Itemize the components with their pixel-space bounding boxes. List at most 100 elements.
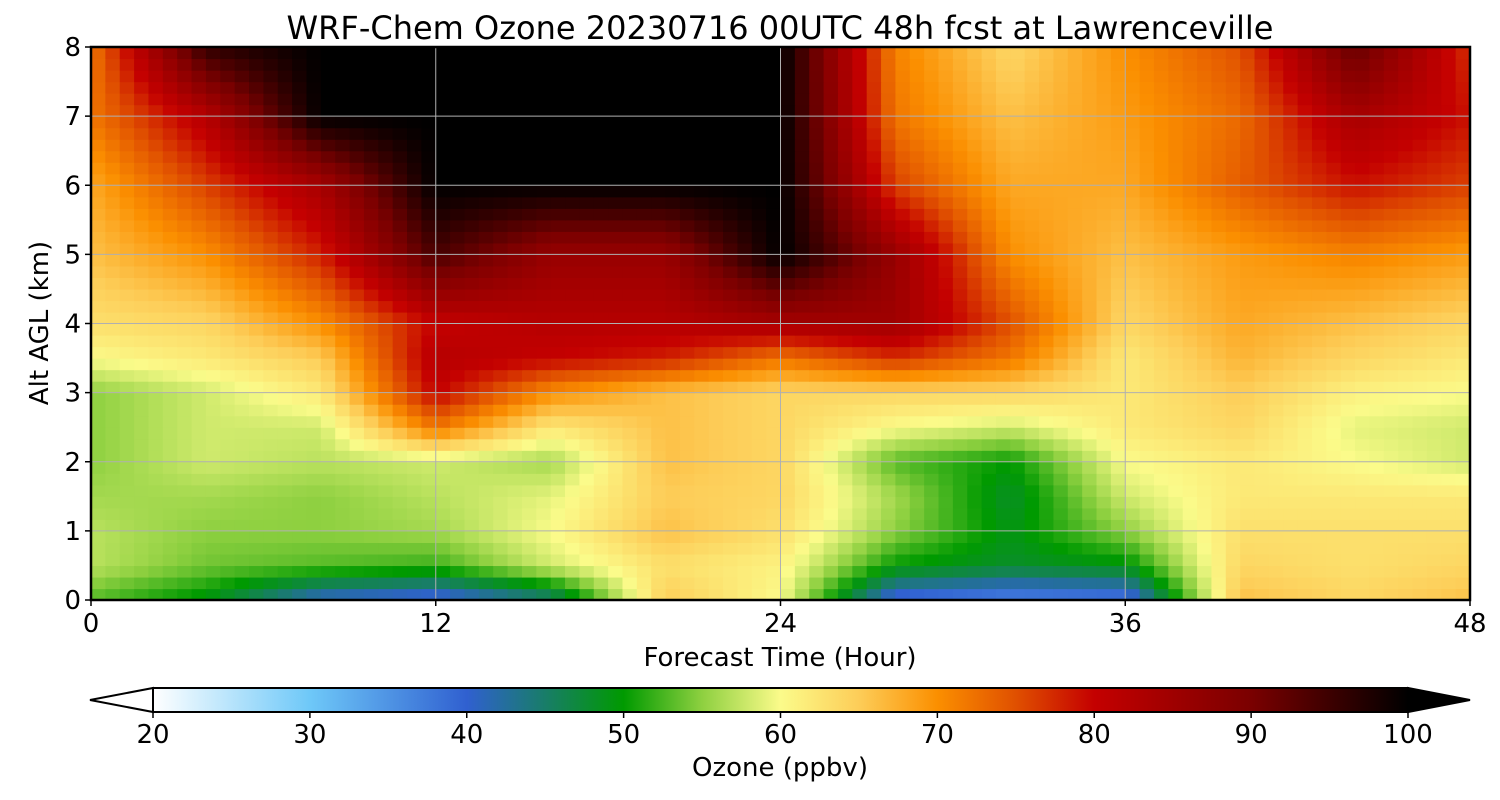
heatmap-cell — [924, 576, 940, 590]
heatmap-cell — [565, 265, 580, 279]
heatmap-cell — [1369, 369, 1385, 382]
heatmap-cell — [148, 323, 164, 336]
heatmap-cell — [1254, 576, 1270, 590]
heatmap-cell — [493, 311, 509, 325]
heatmap-cell — [924, 242, 940, 255]
heatmap-cell — [837, 277, 853, 290]
heatmap-cell — [292, 58, 308, 71]
heatmap-cell — [622, 565, 638, 578]
heatmap-cell — [1297, 461, 1313, 474]
heatmap-cell — [1039, 162, 1055, 175]
heatmap-cell — [220, 358, 236, 371]
heatmap-cell — [1311, 404, 1327, 417]
heatmap-cell — [521, 496, 537, 509]
heatmap-cell — [306, 358, 322, 371]
heatmap-cell — [766, 427, 782, 440]
heatmap-cell — [177, 473, 193, 486]
heatmap-cell — [1412, 565, 1428, 578]
heatmap-cell — [1283, 196, 1299, 209]
heatmap-cell — [1326, 530, 1342, 543]
heatmap-cell — [349, 335, 365, 348]
heatmap-cell — [234, 530, 250, 543]
heatmap-cell — [1139, 496, 1155, 509]
heatmap-cell — [651, 415, 667, 428]
heatmap-cell — [177, 507, 193, 520]
heatmap-cell — [766, 404, 782, 417]
heatmap-cell — [148, 208, 164, 221]
heatmap-cell — [1268, 173, 1284, 186]
heatmap-cell — [751, 139, 767, 152]
heatmap-cell — [1096, 438, 1112, 451]
heatmap-cell — [1297, 358, 1313, 371]
heatmap-cell — [565, 116, 580, 129]
heatmap-cell — [177, 47, 193, 60]
heatmap-cell — [1455, 93, 1471, 106]
heatmap-cell — [809, 288, 825, 302]
heatmap-cell — [1182, 139, 1198, 152]
heatmap-cell — [608, 288, 624, 302]
heatmap-cell — [981, 162, 997, 175]
heatmap-cell — [249, 93, 264, 106]
heatmap-cell — [320, 231, 336, 244]
heatmap-cell — [852, 381, 868, 394]
heatmap-cell — [363, 576, 379, 590]
heatmap-cell — [507, 162, 523, 175]
heatmap-cell — [593, 116, 609, 129]
heatmap-cell — [292, 438, 308, 451]
heatmap-cell — [809, 277, 825, 290]
heatmap-cell — [866, 231, 882, 244]
heatmap-cell — [924, 507, 940, 520]
heatmap-cell — [593, 277, 609, 290]
heatmap-cell — [1254, 254, 1270, 267]
heatmap-cell — [780, 58, 796, 71]
heatmap-cell — [1398, 576, 1414, 590]
heatmap-cell — [1412, 231, 1428, 244]
heatmap-cell — [1297, 381, 1313, 394]
heatmap-cell — [177, 576, 193, 590]
heatmap-cell — [450, 127, 466, 140]
heatmap-cell — [435, 565, 451, 578]
heatmap-cell — [723, 450, 738, 463]
heatmap-cell — [1383, 150, 1399, 163]
heatmap-cell — [1010, 346, 1026, 359]
heatmap-cell — [881, 404, 897, 417]
heatmap-cell — [1240, 450, 1256, 463]
heatmap-cell — [1010, 438, 1026, 451]
heatmap-cell — [723, 427, 738, 440]
heatmap-cell — [938, 139, 954, 152]
heatmap-cell — [378, 323, 394, 336]
heatmap-cell — [162, 335, 178, 348]
heatmap-cell — [1096, 93, 1112, 106]
heatmap-cell — [105, 81, 121, 94]
heatmap-cell — [924, 588, 940, 601]
heatmap-cell — [823, 208, 839, 221]
heatmap-cell — [737, 300, 753, 313]
heatmap-cell — [1254, 81, 1270, 94]
heatmap-cell — [392, 484, 408, 497]
heatmap-cell — [651, 335, 667, 348]
heatmap-cell — [1426, 553, 1442, 567]
heatmap-cell — [952, 300, 968, 313]
heatmap-cell — [162, 427, 178, 440]
heatmap-cell — [277, 104, 293, 117]
heatmap-cell — [306, 450, 322, 463]
heatmap-cell — [809, 404, 825, 417]
heatmap-cell — [952, 461, 968, 474]
heatmap-cell — [205, 496, 221, 509]
heatmap-cell — [234, 47, 250, 60]
heatmap-cell — [952, 311, 968, 325]
heatmap-cell — [521, 231, 537, 244]
heatmap-cell — [1110, 208, 1126, 221]
heatmap-cell — [1426, 588, 1442, 601]
heatmap-cell — [363, 392, 379, 405]
heatmap-cell — [794, 358, 810, 371]
heatmap-cell — [852, 484, 868, 497]
heatmap-cell — [837, 335, 853, 348]
heatmap-cell — [809, 415, 825, 428]
heatmap-cell — [421, 484, 437, 497]
heatmap-cell — [565, 81, 580, 94]
heatmap-cell — [995, 104, 1011, 117]
heatmap-cell — [493, 461, 509, 474]
heatmap-cell — [536, 47, 552, 60]
heatmap-cell — [335, 381, 351, 394]
